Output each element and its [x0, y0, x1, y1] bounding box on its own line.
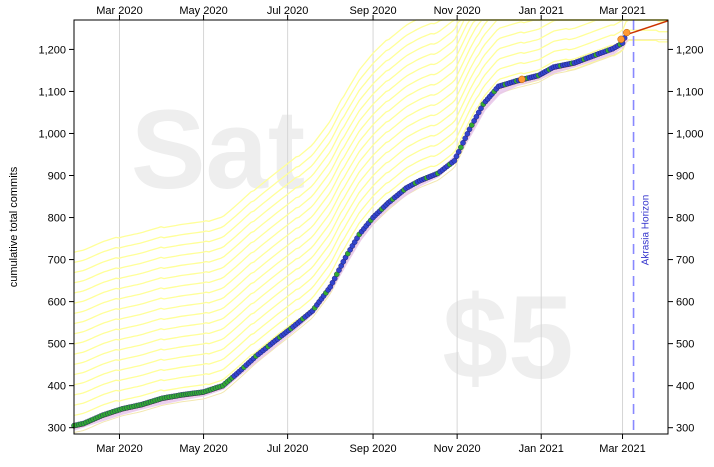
- x-tick-label-bottom: Jul 2020: [267, 443, 309, 455]
- y-tick-label-right: 1,000: [676, 128, 704, 140]
- x-tick-label-top: Sep 2020: [350, 5, 397, 17]
- y-tick-label-left: 1,100: [38, 86, 66, 98]
- y-tick-label-left: 1,200: [38, 44, 66, 56]
- x-tick-label-top: Jan 2021: [519, 5, 564, 17]
- x-tick-label-bottom: Jan 2021: [519, 443, 564, 455]
- guide-line: [73, 19, 668, 386]
- data-point: [471, 118, 477, 124]
- y-tick-label-right: 1,100: [676, 86, 704, 98]
- guide-line: [73, 29, 668, 406]
- plot-frame: [73, 19, 669, 435]
- data-point: [453, 153, 460, 160]
- y-tick-label-left: 500: [48, 339, 66, 351]
- data-point: [462, 135, 469, 142]
- watermark-amount: $5: [442, 272, 573, 404]
- data-point: [473, 113, 480, 120]
- watermark-day: Sat: [131, 87, 305, 212]
- today-point: [518, 75, 526, 83]
- y-tick-label-left: 800: [48, 213, 66, 225]
- x-tick-label-bottom: May 2020: [179, 443, 227, 455]
- data-point: [466, 126, 473, 133]
- y-tick-label-right: 1,200: [676, 44, 704, 56]
- today-point: [623, 28, 631, 37]
- y-tick-label-right: 700: [676, 255, 694, 267]
- y-tick-label-right: 400: [676, 381, 694, 393]
- data-point: [451, 157, 458, 164]
- y-tick-label-left: 300: [48, 423, 66, 435]
- x-tick-label-bottom: Mar 2021: [599, 443, 645, 455]
- data-point: [460, 139, 466, 146]
- x-tick-label-top: Mar 2021: [599, 5, 645, 17]
- x-tick-label-top: Jul 2020: [267, 5, 309, 17]
- y-tick-label-left: 900: [48, 171, 66, 183]
- y-axis-label: cumulative total commits: [8, 166, 20, 287]
- guide-line: [73, 19, 668, 376]
- y-tick-label-right: 500: [676, 339, 694, 351]
- data-point: [468, 122, 475, 128]
- y-tick-label-left: 1,000: [38, 128, 66, 140]
- x-tick-label-bottom: Sep 2020: [350, 443, 397, 455]
- x-tick-label-top: Mar 2020: [96, 5, 142, 17]
- y-tick-label-right: 800: [676, 213, 694, 225]
- akrasia-horizon-label: Akrasia Horizon: [641, 195, 652, 266]
- y-tick-label-left: 600: [48, 297, 66, 309]
- y-tick-label-right: 300: [676, 423, 694, 435]
- x-tick-label-top: May 2020: [179, 5, 227, 17]
- x-tick-label-top: Nov 2020: [434, 5, 481, 17]
- y-tick-label-right: 900: [676, 171, 694, 183]
- guide-line: [73, 19, 668, 396]
- x-tick-label-bottom: Mar 2020: [96, 443, 142, 455]
- x-tick-label-bottom: Nov 2020: [434, 443, 481, 455]
- today-point: [617, 35, 625, 43]
- data-point: [455, 148, 462, 155]
- y-tick-label-left: 700: [48, 255, 66, 267]
- data-point: [464, 130, 471, 137]
- y-tick-label-right: 600: [676, 297, 694, 309]
- data-point: [478, 105, 484, 112]
- data-point: [458, 144, 464, 151]
- y-tick-label-left: 400: [48, 381, 66, 393]
- data-point: [475, 109, 482, 116]
